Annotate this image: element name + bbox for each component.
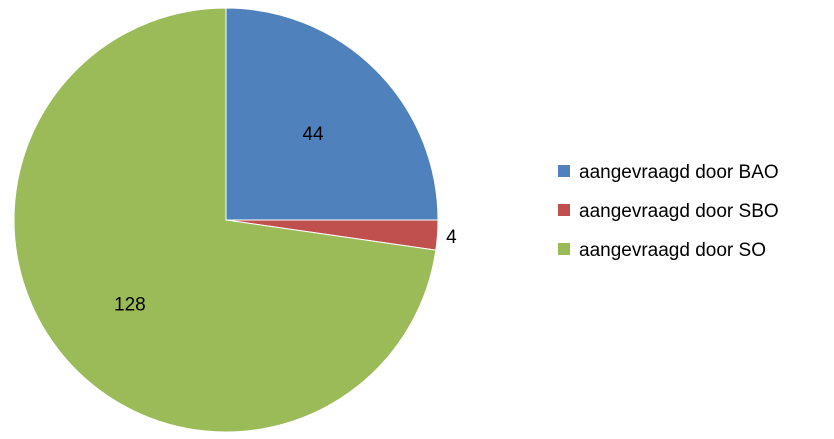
legend-swatch-1 <box>558 165 570 177</box>
data-label-2: 4 <box>446 227 457 248</box>
legend-label-3: aangevraagd door SO <box>579 240 766 261</box>
pie-slice-3 <box>13 7 437 433</box>
legend-swatch-2 <box>558 204 570 216</box>
legend-label-1: aangevraagd door BAO <box>579 162 779 183</box>
pie-slice-1 <box>225 7 439 221</box>
chart-legend: aangevraagd door BAO aangevraagd door SBO… <box>558 162 779 261</box>
legend-label-2: aangevraagd door SBO <box>579 201 779 222</box>
data-label-1: 44 <box>302 124 324 145</box>
data-label-3: 128 <box>114 294 146 315</box>
legend-swatch-3 <box>558 243 570 255</box>
pie-slices <box>13 7 439 433</box>
